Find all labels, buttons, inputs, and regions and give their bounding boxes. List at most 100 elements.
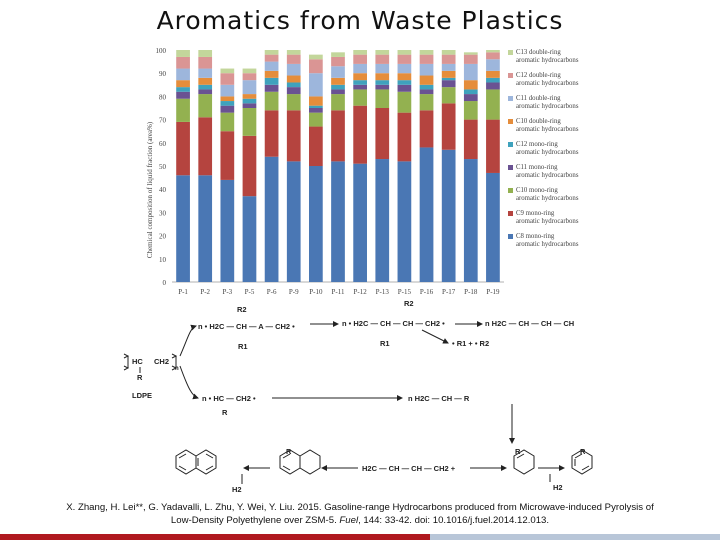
bar-segment [441,63,456,71]
scheme-radicals: • R1 + • R2 [452,339,489,348]
bar-segment [198,84,213,90]
legend-label: C8 mono-ring aromatic hydrocarbons [516,233,579,248]
bar-segment [486,82,500,90]
bar-segment [264,70,279,78]
legend-swatch [508,234,513,239]
bar-segment [176,80,190,88]
bar-segment [397,80,412,85]
bar-segment [176,98,190,122]
footer-strip-blue [430,534,720,540]
y-tick-label: 70 [159,117,167,125]
legend-label: C12 double-ring aromatic hydrocarbons [516,72,579,87]
legend-label: C10 mono-ring aromatic hydrocarbons [516,187,579,202]
bar-segment [264,54,279,62]
bar-segment [441,80,456,88]
x-tick-label: P-6 [267,288,277,296]
bar-segment [353,80,367,85]
bar-segment [353,63,367,74]
x-tick-label: P-10 [309,288,323,296]
bar-segment [242,103,257,108]
bar-segment [419,50,434,55]
bar-segment [463,80,478,90]
scheme-r2-a: R2 [237,305,247,314]
legend-label: C9 mono-ring aromatic hydrocarbons [516,210,579,225]
bar-segment [220,101,235,106]
bar-segment [198,77,213,85]
bar-segment [286,94,301,111]
bar-segment [419,75,434,85]
bar-segment [375,80,390,85]
bar-segment [331,110,345,162]
bar-segment [198,89,213,95]
bar-segment [375,63,390,74]
scheme-chain-b: n • H2C — CH — CH — CH2 • [342,319,445,328]
bar-segment [353,89,367,106]
x-tick-label: P-17 [442,288,456,296]
bar-segment [242,196,257,282]
y-tick-label: 0 [163,279,167,287]
bar-segment [441,77,456,81]
citation: X. Zhang, H. Lei**, G. Yadavalli, L. Zhu… [40,501,680,527]
x-tick-label: P-2 [200,288,210,296]
bar-segment [264,84,279,92]
legend-swatch [508,50,513,55]
x-tick-labels: P-1 P-2 P-3 P-5 P-6 P-9 P-10 P-11 P-12 P-13 P-15 P-… [178,288,500,296]
cyclohexene-icon [513,449,535,475]
bar-segment [309,54,323,60]
scheme-r-poly: R [137,373,143,382]
bar-segment [441,149,456,282]
bar-segment [486,172,500,282]
bar-segment [309,96,323,106]
bar-segment [331,66,345,78]
bar-segment [331,56,345,67]
bar-segment [375,159,390,282]
bar-segment [309,126,323,166]
y-tick-label: 40 [159,186,167,194]
bar-segment [198,117,213,176]
bar-segment [441,70,456,78]
x-tick-label: P-3 [222,288,232,296]
bar-segment [486,70,500,78]
x-tick-label: P-1 [178,288,188,296]
scheme-ch2-poly: CH2 [154,357,169,366]
bar-segment [309,108,323,113]
legend-label: C11 mono-ring aromatic hydrocarbons [516,164,579,179]
bar-segment [353,163,367,282]
bar-segment [264,77,279,85]
bar-segment [419,110,434,148]
scheme-r-arom: R [580,447,586,456]
legend-swatch [508,73,513,78]
bar-segment [198,94,213,118]
bar-segment [486,89,500,120]
bar-segment [375,108,390,160]
legend-label: C10 double-ring aromatic hydrocarbons [516,118,579,133]
bar-segment [397,112,412,162]
bar-segment [397,161,412,282]
bar-segment [242,98,257,104]
bar-segment [264,91,279,111]
bar-segment [397,54,412,64]
bar-segment [419,84,434,90]
bar-segment [441,54,456,64]
bar-segment [286,63,301,76]
bar-segment [353,73,367,81]
y-tick-label: 100 [156,47,167,55]
bar-segment [463,94,478,102]
bar-segment [441,50,456,55]
citation-line-2-post: , 144: 33-42. doi: 10.1016/j.fuel.2014.1… [358,515,550,526]
scheme-r2-b: R2 [404,299,414,308]
bar-segment [486,50,500,53]
bar-segment [309,105,323,108]
legend-swatch [508,211,513,216]
bar-segment [309,73,323,97]
bar-segment [242,80,257,95]
bar-segment [331,52,345,57]
bar-segment [242,94,257,99]
bar-segment [220,96,235,102]
bar-segment [264,156,279,282]
bar-segment [397,73,412,81]
bar-segment [198,50,213,57]
scheme-r-cyclo: R [515,447,521,456]
scheme-alkene-top: n H2C — CH — CH — CH [485,319,574,328]
bar-segment [198,175,213,282]
